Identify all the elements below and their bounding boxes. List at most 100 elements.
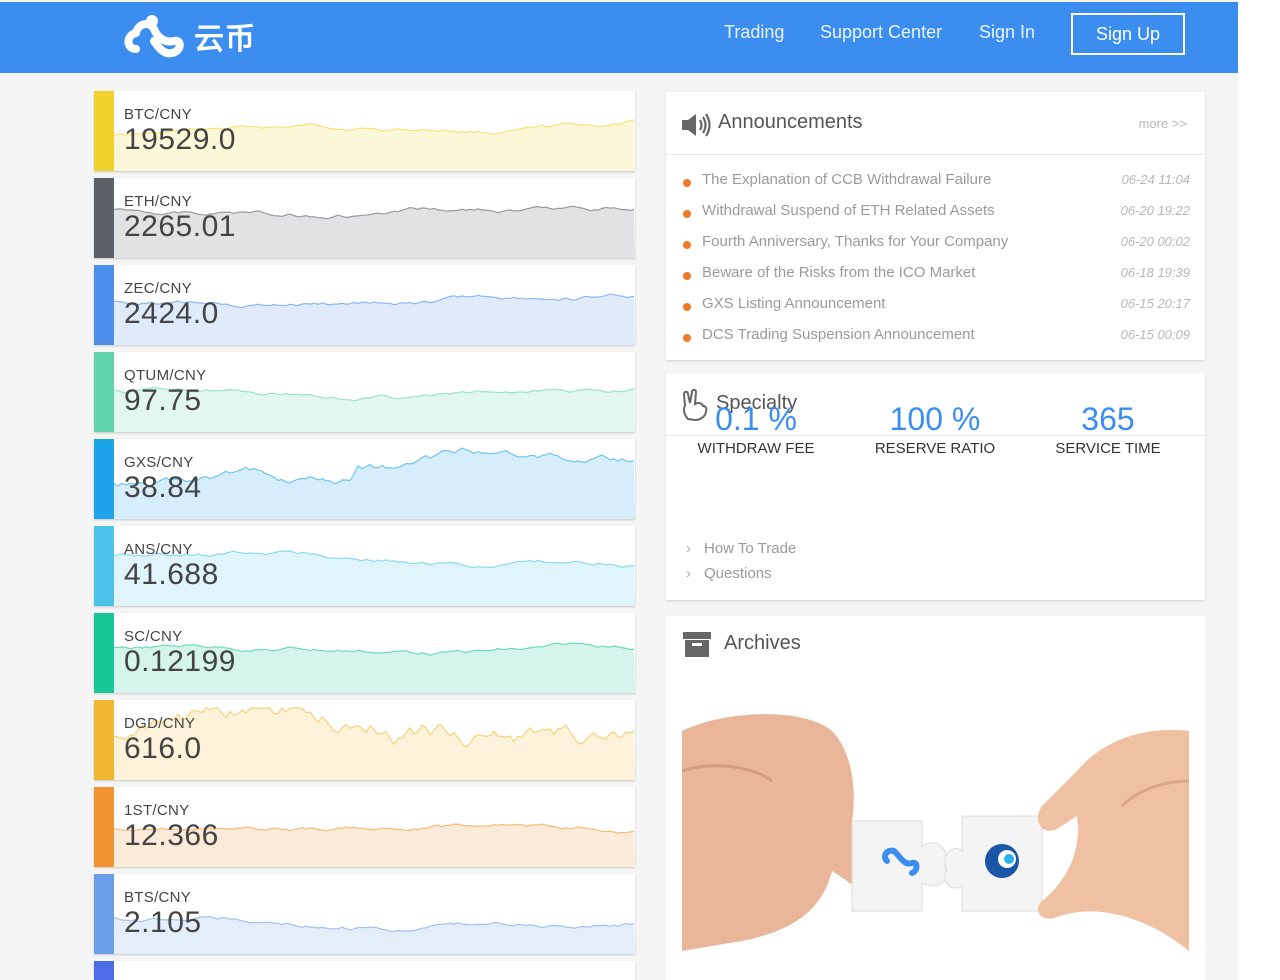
- announcement-time: 06-20 00:02: [1120, 234, 1190, 249]
- ticker-price: 41.688: [124, 558, 219, 591]
- nav-support-center[interactable]: Support Center: [820, 22, 943, 42]
- ticker-sparkline: [114, 386, 635, 432]
- bullet-dot-icon: [683, 303, 691, 311]
- ticker-color-stripe: [94, 874, 114, 954]
- ticker-pair: QTUM/CNY: [124, 367, 207, 384]
- stat-value: 0.1 %: [715, 401, 797, 437]
- sparkline-line: [114, 823, 635, 834]
- sparkline-area: [114, 448, 635, 519]
- ticker-card[interactable]: BTC/CNY 19529.0: [94, 91, 635, 171]
- announcement-time: 06-15 00:09: [1120, 327, 1190, 342]
- ticker-card[interactable]: GXS/CNY 38.84: [94, 439, 635, 519]
- ticker-pair: BTC/CNY: [124, 106, 192, 123]
- announcement-time: 06-20 19:22: [1120, 203, 1190, 218]
- ticker-color-stripe: [94, 961, 114, 980]
- announcement-item[interactable]: GXS Listing Announcement 06-15 20:17: [666, 293, 1205, 324]
- ticker-pair: DGD/CNY: [124, 715, 196, 732]
- how-to-trade-link[interactable]: › How To Trade: [686, 540, 796, 557]
- puzzle-hands-image[interactable]: [682, 711, 1189, 951]
- ticker-price: 2424.0: [124, 297, 219, 330]
- announcements-header: Announcements more >>: [666, 92, 1205, 155]
- sign-up-button[interactable]: Sign Up: [1071, 13, 1185, 55]
- bullet-dot-icon: [683, 272, 691, 280]
- ticker-card[interactable]: ZEC/CNY 2424.0: [94, 265, 635, 345]
- ticker-pair: GXS/CNY: [124, 454, 194, 471]
- ticker-sparkline: [114, 119, 635, 171]
- archives-title: Archives: [724, 632, 801, 654]
- ticker-price: 2.105: [124, 906, 202, 939]
- announcement-time: 06-15 20:17: [1120, 296, 1190, 311]
- ticker-card[interactable]: 1ST/CNY 12.366: [94, 787, 635, 867]
- ticker-sparkline: [114, 823, 635, 867]
- sparkline-area: [114, 708, 635, 780]
- questions-link[interactable]: › Questions: [686, 565, 772, 582]
- ticker-card[interactable]: BTS/CNY 2.105: [94, 874, 635, 954]
- stat-label: SERVICE TIME: [1055, 440, 1161, 457]
- ticker-sparkline: [114, 293, 635, 345]
- stat-withdraw-fee: 0.1 % WITHDRAW FEE: [666, 401, 846, 457]
- announcement-item[interactable]: Fourth Anniversary, Thanks for Your Comp…: [666, 231, 1205, 262]
- ticker-card[interactable]: SC/CNY 0.12199: [94, 613, 635, 693]
- bullet-dot-icon: [683, 210, 691, 218]
- stat-value: 365: [1081, 401, 1135, 437]
- announcement-time: 06-18 19:39: [1120, 265, 1190, 280]
- sparkline-line: [114, 550, 635, 569]
- announcement-item[interactable]: DCS Trading Suspension Announcement 06-15…: [666, 324, 1205, 355]
- specialty-panel: Specialty 0.1 % WITHDRAW FEE 100 % RESER…: [666, 373, 1205, 600]
- bullet-dot-icon: [683, 241, 691, 249]
- ticker-card[interactable]: DGD/CNY 616.0: [94, 700, 635, 780]
- ticker-card[interactable]: QTUM/CNY 97.75: [94, 352, 635, 432]
- announcement-title: GXS Listing Announcement: [702, 295, 886, 312]
- logo-cloud-icon: [124, 15, 184, 58]
- announcement-item[interactable]: Withdrawal Suspend of ETH Related Assets…: [666, 200, 1205, 231]
- sparkline-area: [114, 119, 635, 171]
- ticker-color-stripe: [94, 178, 114, 258]
- sparkline-area: [114, 206, 635, 258]
- logo-text: 云币: [194, 22, 256, 57]
- ticker-price: 2265.01: [124, 210, 236, 243]
- nav-sign-in[interactable]: Sign In: [979, 22, 1036, 42]
- ticker-sparkline: [114, 447, 635, 519]
- ticker-pair: SC/CNY: [124, 628, 183, 645]
- ticker-price: 97.75: [124, 384, 202, 417]
- ticker-sparkline: [114, 915, 635, 954]
- announcements-panel: Announcements more >> The Explanation of…: [666, 92, 1205, 360]
- ticker-sparkline: [114, 642, 635, 693]
- announcement-item[interactable]: Beware of the Risks from the ICO Market 0…: [666, 262, 1205, 293]
- sparkline-area: [114, 824, 635, 867]
- ticker-card[interactable]: ANS/CNY 41.688: [94, 526, 635, 606]
- sparkline-area: [114, 387, 635, 432]
- chevron-right-icon: ›: [686, 540, 691, 557]
- site-logo[interactable]: 云币: [122, 10, 262, 62]
- ticker-card[interactable]: ETH/CNY 2265.01: [94, 178, 635, 258]
- ticker-color-stripe: [94, 613, 114, 693]
- ticker-pair: BTS/CNY: [124, 889, 192, 906]
- ticker-color-stripe: [94, 700, 114, 780]
- sparkline-line: [114, 119, 635, 137]
- top-navbar: 云币 Trading Support Center Sign In Sign U…: [0, 2, 1238, 73]
- ticker-price: 12.366: [124, 819, 219, 852]
- ticker-color-stripe: [94, 265, 114, 345]
- announcements-more-link[interactable]: more >>: [1138, 116, 1187, 131]
- faq-label: Questions: [704, 565, 772, 582]
- ticker-price: 19529.0: [124, 123, 236, 156]
- announcement-time: 06-24 11:04: [1121, 172, 1190, 187]
- announcement-title: DCS Trading Suspension Announcement: [702, 326, 975, 343]
- ticker-sparkline: [114, 205, 635, 258]
- announcement-item[interactable]: The Explanation of CCB Withdrawal Failur…: [666, 169, 1205, 200]
- ticker-pair: ANS/CNY: [124, 541, 193, 558]
- ticker-color-stripe: [94, 526, 114, 606]
- nav-trading[interactable]: Trading: [724, 22, 785, 42]
- sparkline-area: [114, 294, 635, 345]
- announcement-title: Beware of the Risks from the ICO Market: [702, 264, 976, 281]
- ticker-sparkline: [114, 707, 635, 780]
- ticker-card-partial[interactable]: [94, 961, 635, 980]
- bullet-dot-icon: [683, 179, 691, 187]
- announcements-title: Announcements: [718, 111, 863, 133]
- stat-service-time: 365 SERVICE TIME: [1018, 401, 1198, 457]
- ticker-pair: ZEC/CNY: [124, 280, 192, 297]
- ticker-color-stripe: [94, 787, 114, 867]
- ticker-color-stripe: [94, 91, 114, 171]
- sparkline-line: [114, 293, 635, 309]
- announcement-title: The Explanation of CCB Withdrawal Failur…: [702, 171, 992, 188]
